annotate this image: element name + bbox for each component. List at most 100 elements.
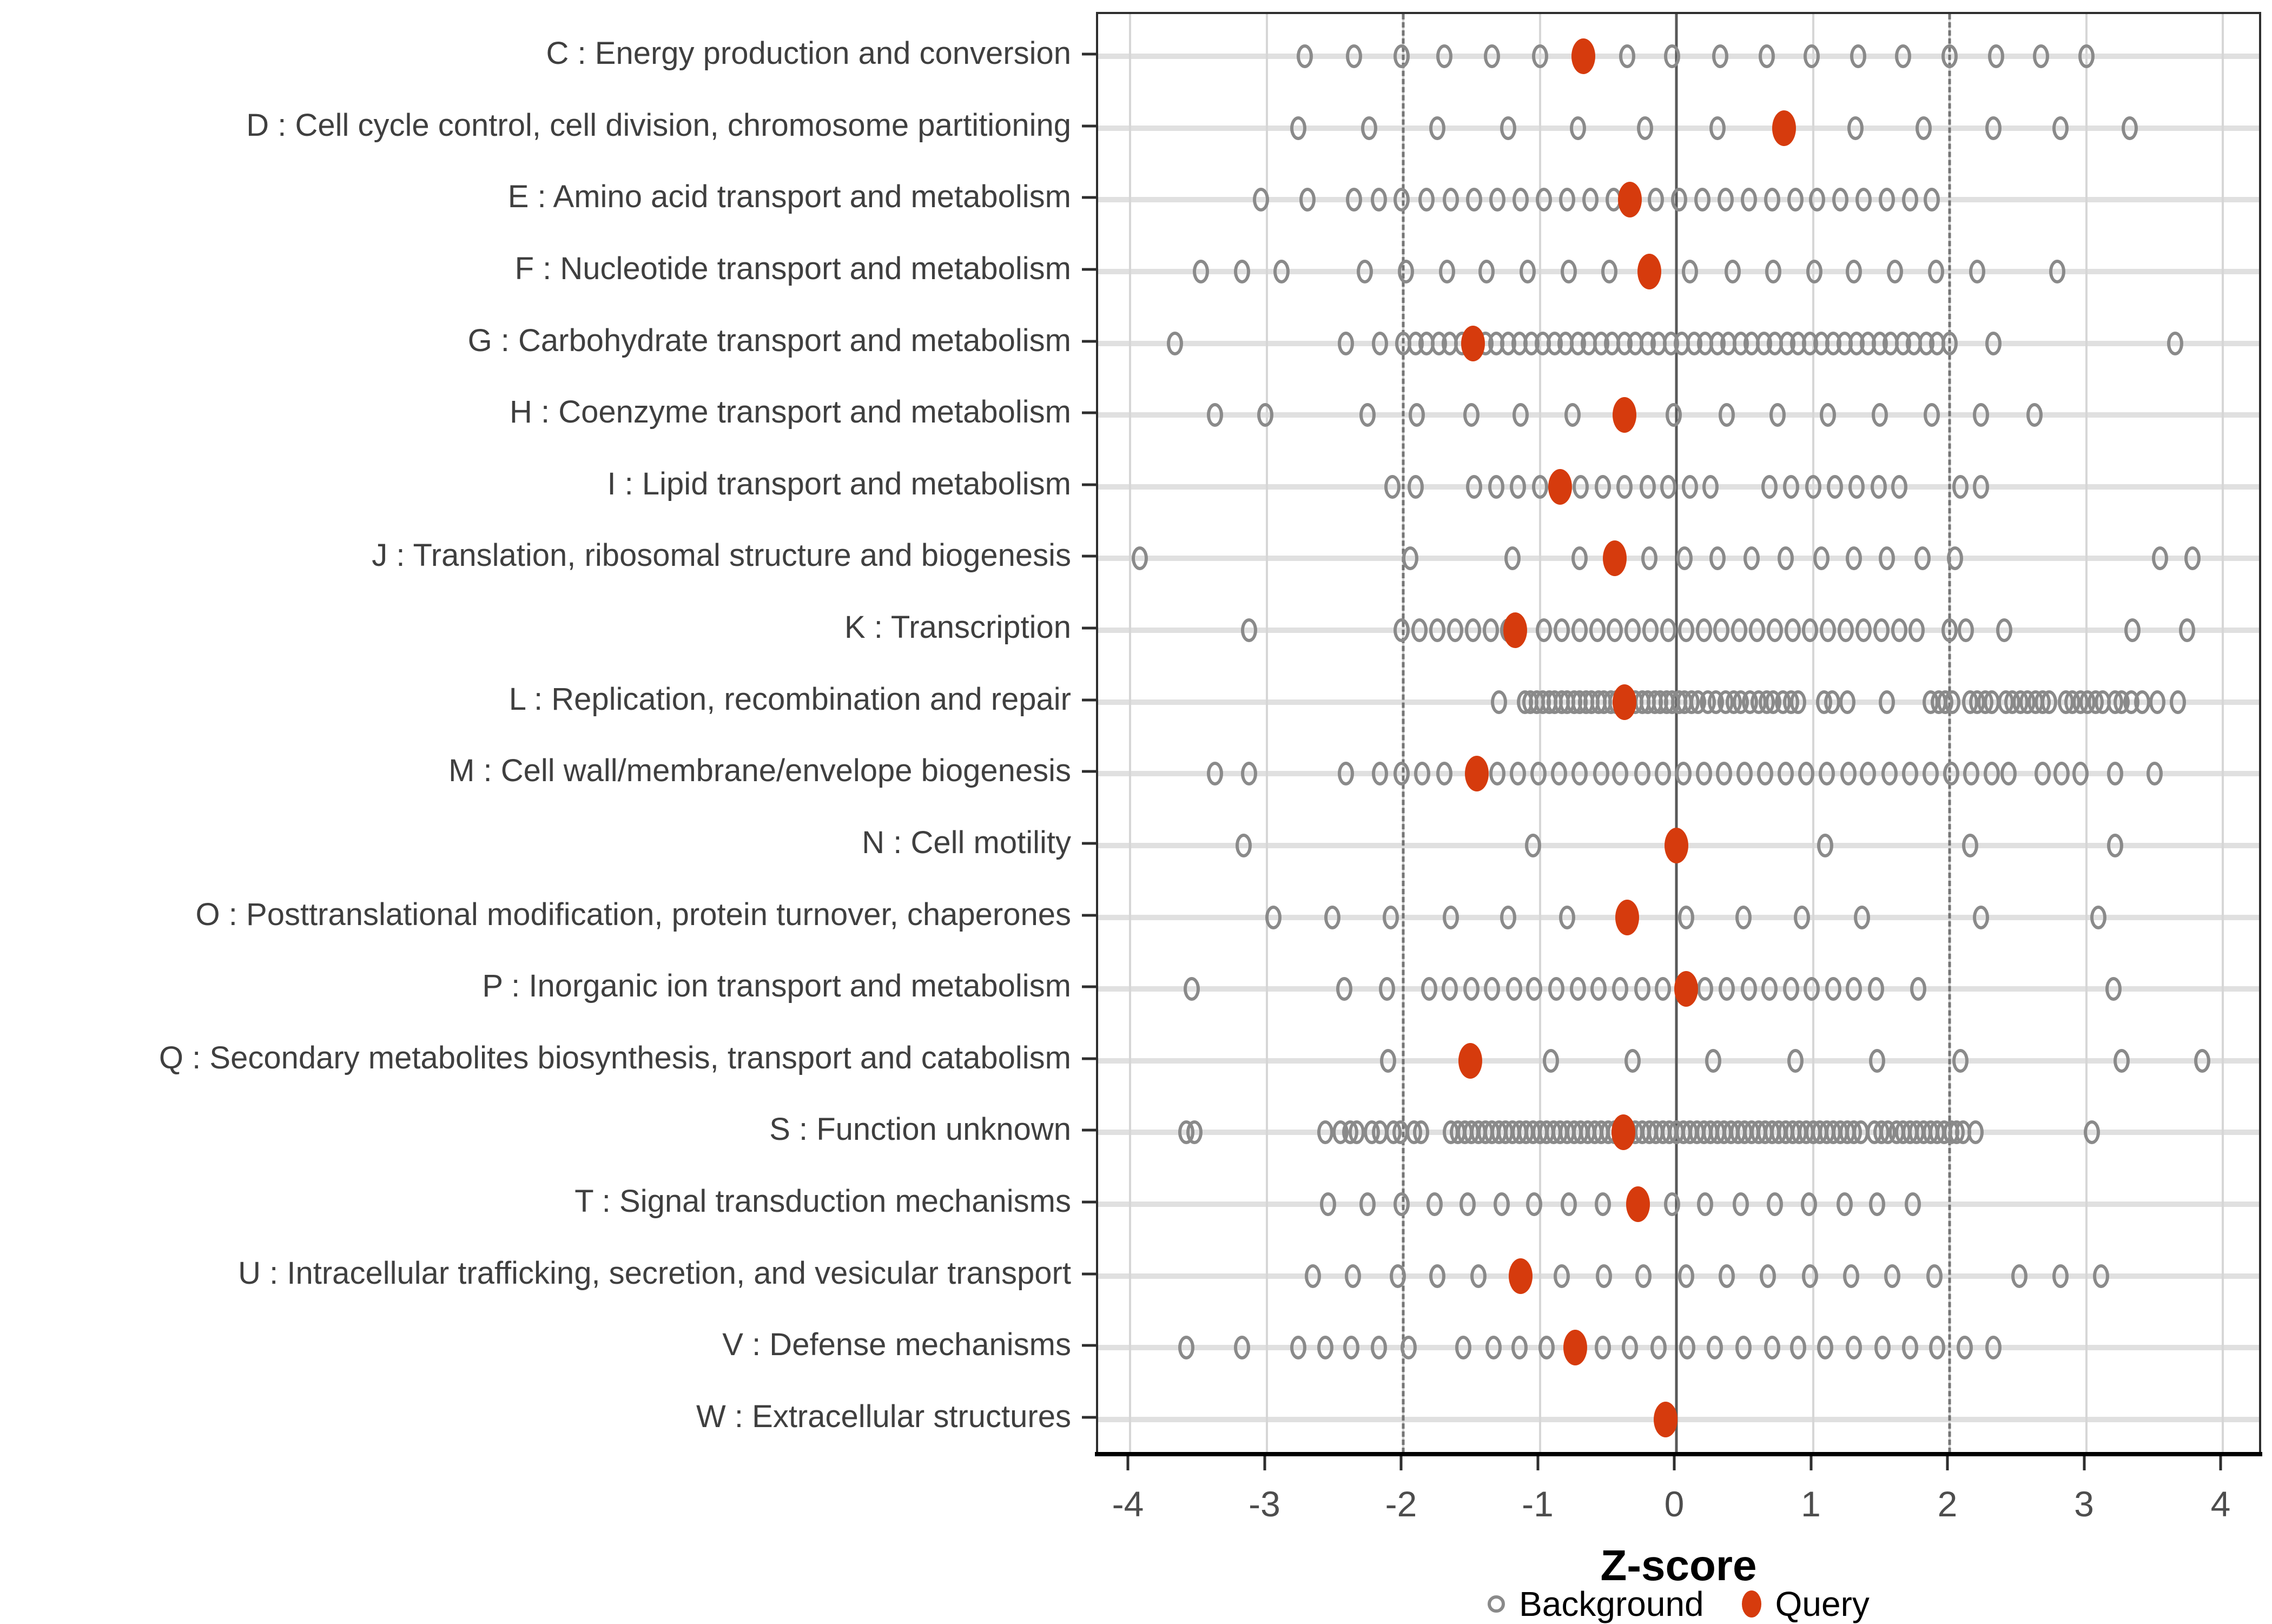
background-point: [1536, 618, 1553, 643]
y-axis-tick: [1082, 626, 1096, 630]
background-point: [1393, 762, 1410, 786]
background-point: [2041, 690, 2058, 714]
background-point: [1761, 977, 1778, 1001]
background-point: [1825, 977, 1842, 1001]
background-point: [1679, 1336, 1696, 1360]
y-axis-tick: [1082, 1344, 1096, 1347]
background-point: [1731, 618, 1748, 643]
background-point: [1846, 977, 1862, 1001]
background-point: [1941, 44, 1958, 68]
query-point: [1465, 756, 1489, 792]
y-axis-label: J : Translation, ribosomal structure and…: [372, 538, 1071, 573]
background-point: [1594, 1336, 1611, 1360]
background-point: [1297, 44, 1313, 68]
query-marker-icon: [1741, 1590, 1761, 1618]
background-point: [2011, 1264, 2027, 1288]
background-point: [1813, 546, 1830, 571]
background-point: [1398, 259, 1415, 283]
background-point: [1766, 1192, 1783, 1217]
background-point: [2090, 905, 2107, 929]
gridline: [2085, 14, 2088, 1453]
background-point: [2114, 1048, 2130, 1073]
background-point: [1550, 762, 1567, 786]
background-point: [1952, 474, 1969, 499]
background-point: [1421, 977, 1437, 1001]
background-point: [1500, 905, 1517, 929]
query-point: [1458, 1042, 1482, 1079]
background-point: [1513, 188, 1529, 212]
background-point: [1859, 762, 1876, 786]
background-point: [1973, 905, 1990, 929]
background-point: [1317, 1120, 1334, 1145]
background-point: [1869, 1192, 1886, 1217]
query-point: [1461, 325, 1485, 361]
background-point: [2184, 546, 2201, 571]
y-axis-tick: [1082, 196, 1096, 199]
background-point: [1594, 1192, 1611, 1217]
background-point: [1695, 762, 1712, 786]
background-point: [1464, 618, 1481, 643]
y-axis-label: O : Posttranslational modification, prot…: [195, 896, 1071, 932]
background-point: [2026, 403, 2043, 427]
background-point: [1538, 1336, 1555, 1360]
background-point: [1570, 977, 1587, 1001]
background-point: [1346, 188, 1363, 212]
background-point: [1764, 188, 1780, 212]
background-point: [1789, 1336, 1806, 1360]
background-point: [1571, 762, 1588, 786]
background-point: [1843, 1264, 1860, 1288]
background-point: [1505, 977, 1522, 1001]
background-point: [2149, 690, 2165, 714]
background-point: [1820, 403, 1837, 427]
background-point: [1257, 403, 1273, 427]
x-axis-tick: [2219, 1456, 2222, 1470]
background-point: [1789, 690, 1806, 714]
background-point: [1253, 188, 1270, 212]
background-point: [1654, 977, 1671, 1001]
background-point: [1943, 762, 1959, 786]
background-point: [2134, 690, 2151, 714]
x-axis-tick-label: -3: [1249, 1484, 1280, 1524]
dashed-reference-line: [1402, 14, 1405, 1453]
background-point: [1817, 833, 1834, 857]
background-point: [1650, 1336, 1667, 1360]
background-point: [1478, 259, 1495, 283]
background-point: [1802, 618, 1819, 643]
background-point: [1869, 1048, 1886, 1073]
background-point: [1916, 116, 1932, 140]
background-point: [1510, 474, 1527, 499]
background-point: [2146, 762, 2163, 786]
background-point: [1324, 905, 1340, 929]
x-axis-tick-label: -4: [1112, 1484, 1144, 1524]
query-point: [1626, 1186, 1650, 1223]
background-point: [1697, 977, 1714, 1001]
background-point: [1967, 1120, 1984, 1145]
background-point: [1914, 546, 1931, 571]
background-point: [1901, 1336, 1918, 1360]
background-point: [1443, 905, 1459, 929]
gridline: [1538, 14, 1541, 1453]
background-point: [1409, 403, 1425, 427]
background-point: [1429, 116, 1446, 140]
background-point: [1802, 1264, 1819, 1288]
background-point: [1571, 546, 1588, 571]
background-point: [1910, 977, 1926, 1001]
background-point: [1531, 44, 1548, 68]
y-axis-tick: [1082, 1128, 1096, 1132]
background-point: [2179, 618, 2196, 643]
background-point: [1901, 762, 1918, 786]
background-point: [1560, 1192, 1577, 1217]
background-point: [2106, 833, 2123, 857]
background-point: [1887, 259, 1903, 283]
background-point: [1634, 762, 1650, 786]
background-point: [1855, 188, 1872, 212]
background-point: [2124, 618, 2141, 643]
background-point: [1922, 762, 1939, 786]
background-point: [1639, 474, 1656, 499]
background-point: [1466, 474, 1483, 499]
background-point: [1764, 1336, 1780, 1360]
background-point: [2167, 331, 2183, 355]
background-point: [2151, 546, 2168, 571]
background-point: [1664, 44, 1681, 68]
background-point: [1867, 977, 1884, 1001]
